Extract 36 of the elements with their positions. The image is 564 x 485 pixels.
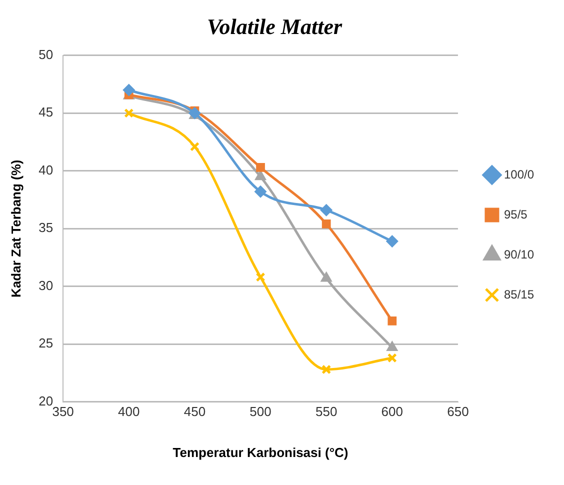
x-tick-label: 350 bbox=[52, 404, 74, 420]
point bbox=[254, 186, 266, 198]
point bbox=[123, 84, 135, 96]
y-tick-label: 35 bbox=[38, 220, 54, 236]
point bbox=[322, 364, 332, 374]
y-tick-label: 40 bbox=[38, 162, 54, 178]
point bbox=[387, 342, 398, 352]
x-tick-label: 500 bbox=[250, 404, 272, 420]
x-axis-title: Temperatur Karbonisasi (°C) bbox=[172, 444, 348, 460]
y-axis-title: Kadar Zat Terbang (%) bbox=[8, 160, 24, 298]
chart-title: Volatile Matter bbox=[206, 14, 342, 39]
y-tick-label: 30 bbox=[38, 278, 54, 293]
y-tick-label: 25 bbox=[38, 336, 54, 351]
x-tick-label: 650 bbox=[447, 404, 469, 420]
legend-label: 85/15 bbox=[504, 287, 534, 302]
x-tick-label: 400 bbox=[118, 404, 140, 420]
y-tick-label: 20 bbox=[38, 393, 54, 408]
point bbox=[321, 272, 332, 282]
point bbox=[256, 162, 265, 172]
point bbox=[320, 204, 332, 216]
legend-label: 90/10 bbox=[504, 247, 534, 262]
x-tick-label: 600 bbox=[381, 404, 404, 420]
x-tick-label: 450 bbox=[184, 404, 206, 420]
x-tick-label: 550 bbox=[315, 404, 338, 420]
legend-label: 95/5 bbox=[504, 207, 528, 222]
point bbox=[256, 272, 266, 282]
point bbox=[124, 108, 134, 118]
legend-label: 100/0 bbox=[504, 167, 534, 182]
point bbox=[255, 170, 266, 180]
point bbox=[388, 316, 397, 326]
point bbox=[190, 142, 200, 152]
y-tick-label: 50 bbox=[38, 46, 54, 62]
y-tick-label: 45 bbox=[38, 104, 54, 120]
point bbox=[386, 236, 398, 248]
point bbox=[387, 353, 397, 363]
point bbox=[322, 220, 331, 228]
